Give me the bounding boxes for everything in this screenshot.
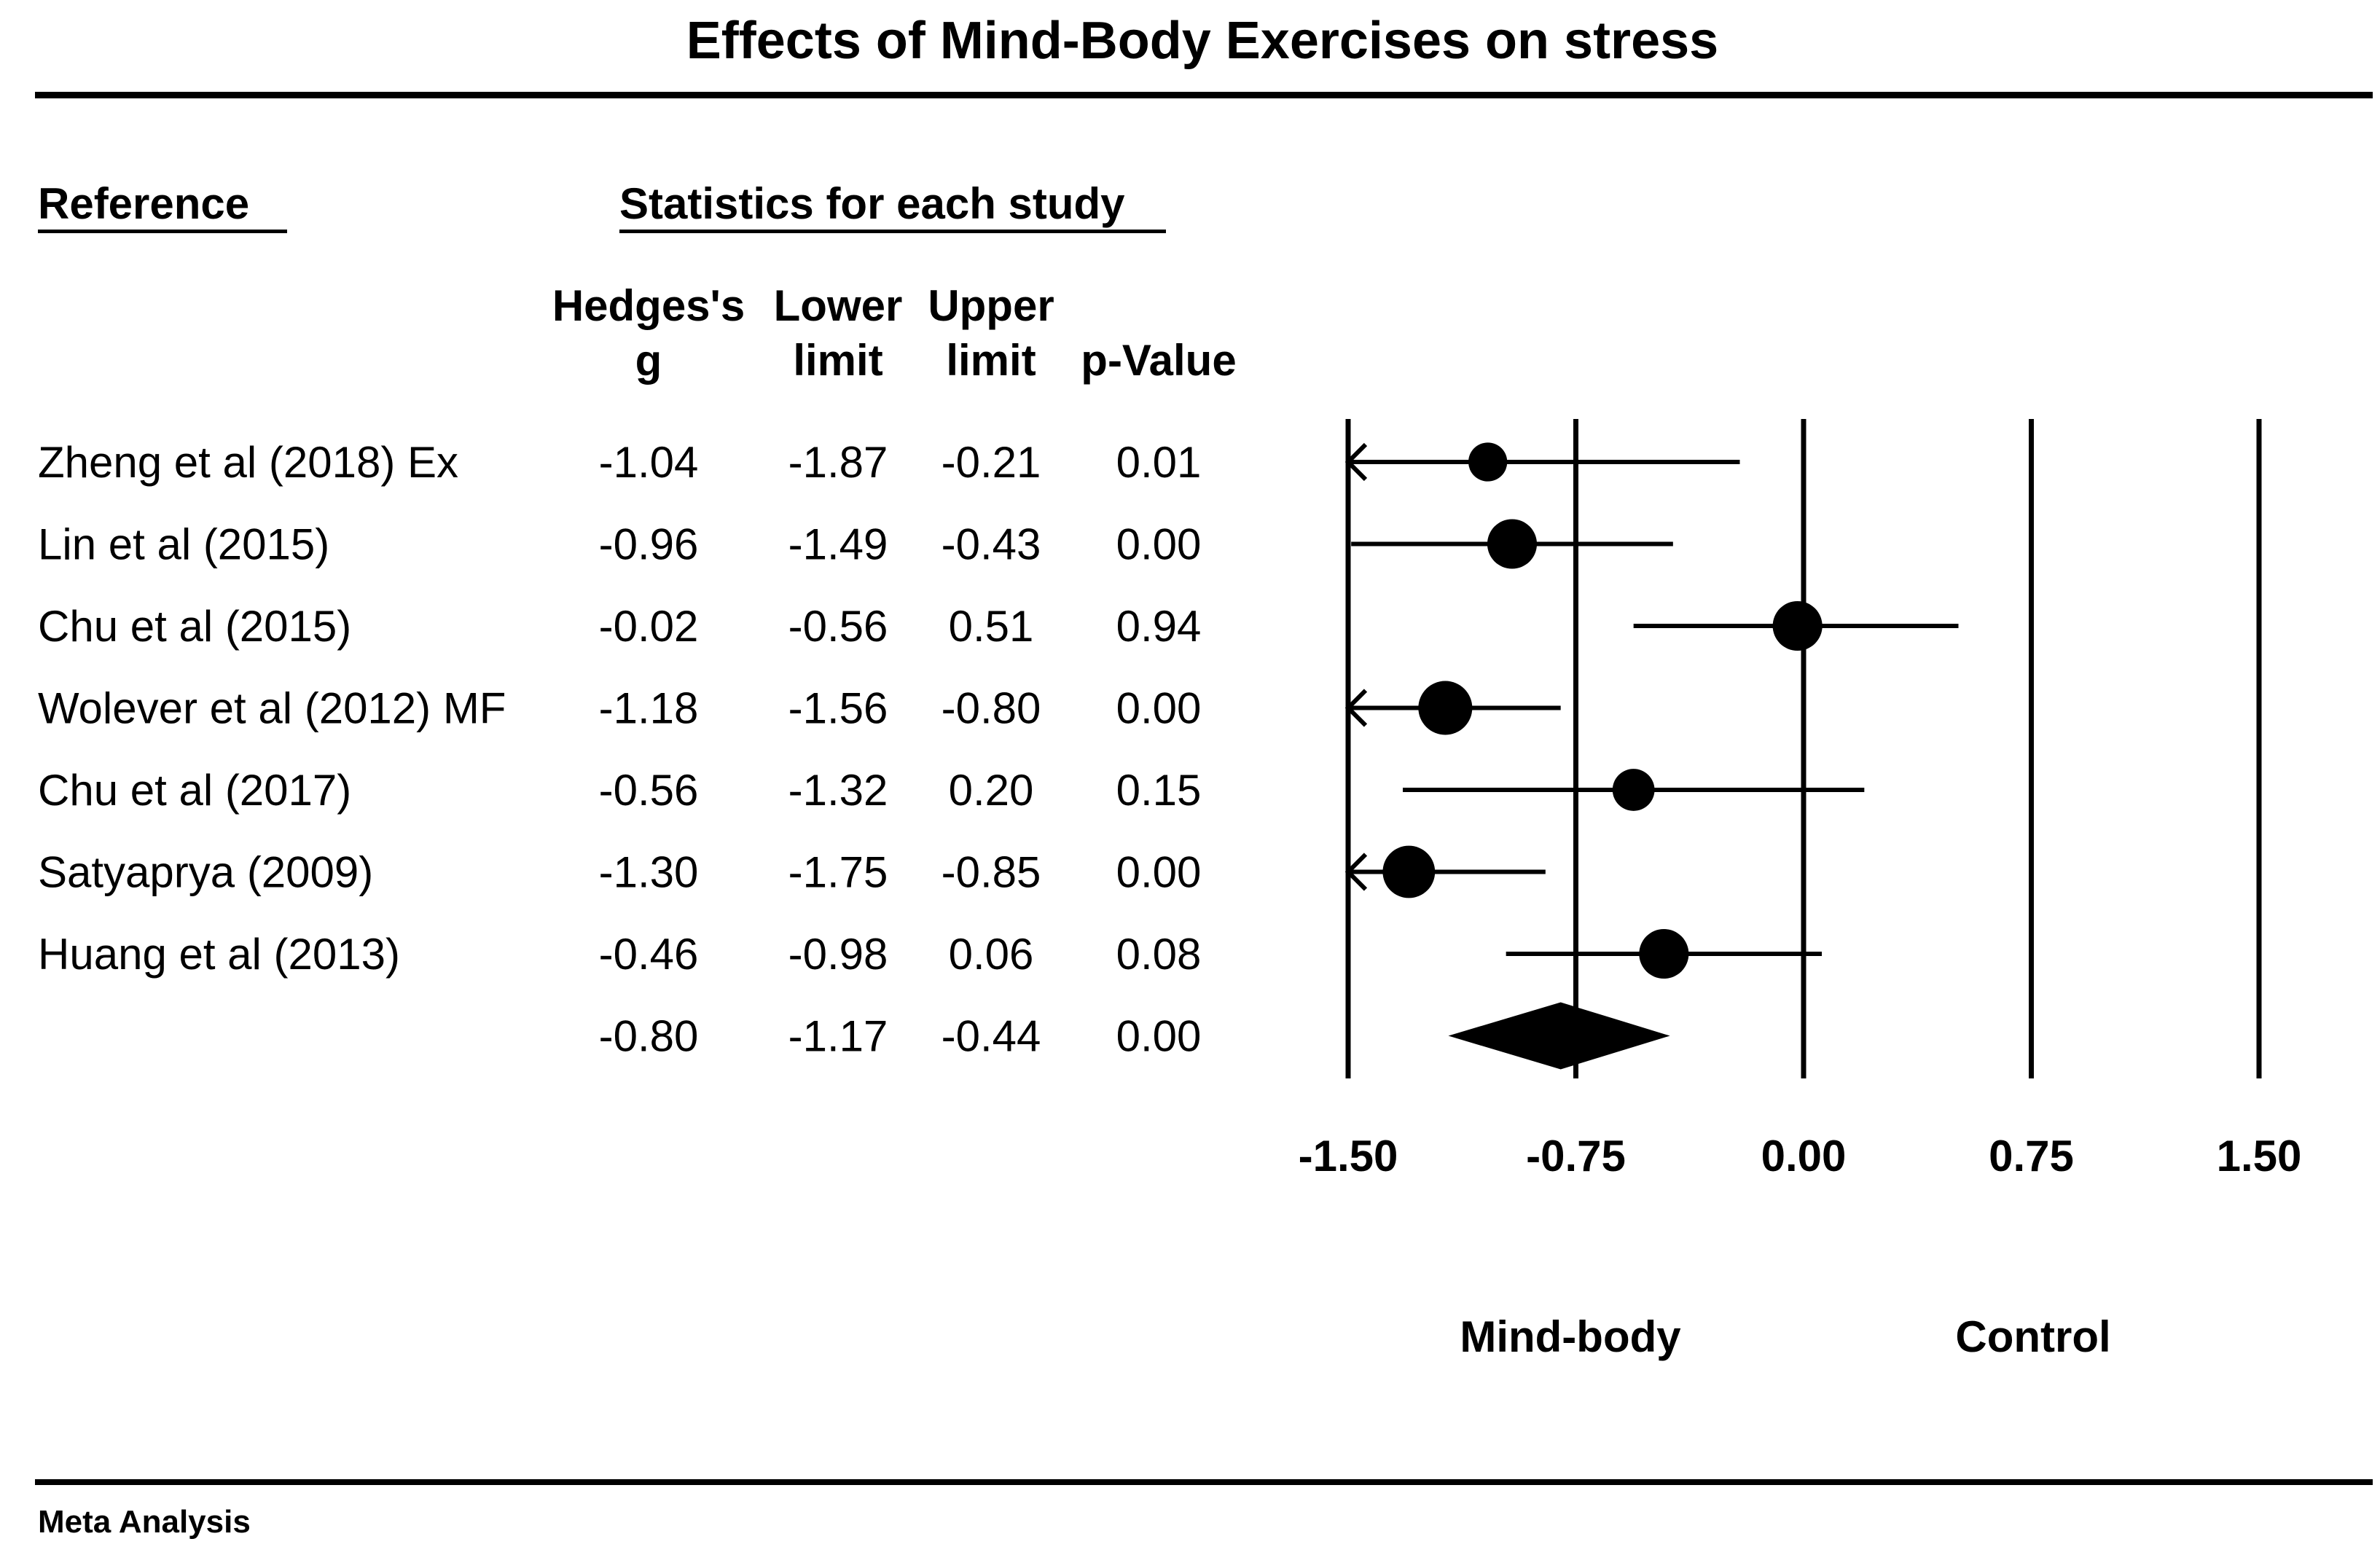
stat-cell-g: -1.04	[599, 438, 699, 487]
summary-stat-cell-lower: -1.17	[788, 1012, 888, 1061]
summary-stat-cell-upper: -0.44	[942, 1012, 1041, 1061]
ci-clip-arrow	[1344, 442, 1368, 482]
stat-cell-p: 0.00	[1116, 684, 1202, 733]
stat-cell-upper: -0.85	[942, 848, 1041, 897]
stat-cell-p: 0.94	[1116, 602, 1202, 651]
stat-cell-upper: -0.43	[942, 520, 1041, 569]
favors-right-label: Control	[1955, 1312, 2110, 1361]
stat-cell-lower: -1.56	[788, 684, 888, 733]
effect-point	[1639, 928, 1689, 979]
effect-point	[1418, 681, 1473, 735]
column-header-lower-line1: Lower	[774, 281, 903, 330]
effect-point	[1612, 769, 1655, 811]
stat-cell-upper: 0.06	[949, 930, 1034, 979]
reference-cell: Wolever et al (2012) MF	[38, 684, 506, 733]
study-table: Zheng et al (2018) Ex -1.04 -1.87 -0.21 0.01…	[38, 438, 1201, 1061]
stat-cell-upper: 0.51	[949, 602, 1034, 651]
reference-heading-underline	[38, 230, 287, 233]
stat-cell-p: 0.08	[1116, 930, 1202, 979]
column-header-upper-line1: Upper	[928, 281, 1054, 330]
statistics-heading: Statistics for each study	[619, 179, 1125, 228]
summary-stat-cell-g: -0.80	[599, 1012, 699, 1061]
x-tick-label: -0.75	[1526, 1132, 1626, 1180]
reference-cell: Huang et al (2013)	[38, 930, 400, 979]
x-tick-label: -1.50	[1299, 1132, 1398, 1180]
stat-cell-lower: -1.87	[788, 438, 888, 487]
column-header-p-line2: p-Value	[1081, 336, 1236, 385]
stat-cell-g: -0.56	[599, 766, 699, 815]
reference-cell: Satyaprya (2009)	[38, 848, 373, 897]
stat-cell-lower: -0.56	[788, 602, 888, 651]
reference-cell: Chu et al (2017)	[38, 766, 351, 815]
reference-cell: Lin et al (2015)	[38, 520, 329, 569]
reference-heading: Reference	[38, 179, 249, 228]
x-tick-label: 1.50	[2217, 1132, 2302, 1180]
x-tick-label: 0.00	[1761, 1132, 1847, 1180]
stat-cell-upper: -0.80	[942, 684, 1041, 733]
stat-cell-p: 0.00	[1116, 520, 1202, 569]
favors-left-label: Mind-body	[1460, 1312, 1681, 1361]
column-header-upper-line2: limit	[946, 336, 1036, 385]
title-rule	[35, 92, 2373, 98]
stat-cell-g: -0.02	[599, 602, 699, 651]
stat-cell-lower: -1.49	[788, 520, 888, 569]
effect-point	[1382, 845, 1436, 898]
x-tick-label: 0.75	[1989, 1132, 2074, 1180]
effect-point	[1468, 442, 1508, 482]
stat-cell-g: -0.96	[599, 520, 699, 569]
stat-cell-lower: -1.75	[788, 848, 888, 897]
chart-title: Effects of Mind-Body Exercises on stress	[686, 12, 1718, 70]
column-header-g-line1: Hedges's	[552, 281, 745, 330]
effect-point	[1487, 519, 1538, 569]
stat-cell-p: 0.01	[1116, 438, 1202, 487]
reference-cell: Chu et al (2015)	[38, 602, 351, 651]
ci-clip-arrow	[1344, 689, 1368, 727]
stat-cell-upper: 0.20	[949, 766, 1034, 815]
stat-cell-g: -1.18	[599, 684, 699, 733]
stat-cell-p: 0.00	[1116, 848, 1202, 897]
statistics-heading-underline	[619, 230, 1166, 233]
footer-rule	[35, 1479, 2373, 1485]
stat-cell-upper: -0.21	[942, 438, 1041, 487]
column-header-g-line2: g	[635, 336, 662, 385]
effect-point	[1772, 600, 1823, 651]
summary-stat-cell-p: 0.00	[1116, 1012, 1202, 1061]
stat-cell-g: -0.46	[599, 930, 699, 979]
reference-cell: Zheng et al (2018) Ex	[38, 438, 458, 487]
plot-area: -1.50 -0.75 0.00 0.75 1.50	[1299, 419, 2302, 1180]
stat-cell-lower: -0.98	[788, 930, 888, 979]
stat-cell-lower: -1.32	[788, 766, 888, 815]
stat-cell-p: 0.15	[1116, 766, 1202, 815]
column-header-lower-line2: limit	[793, 336, 882, 385]
stat-cell-g: -1.30	[599, 848, 699, 897]
summary-diamond	[1448, 1002, 1670, 1070]
footer-label: Meta Analysis	[38, 1504, 251, 1540]
ci-clip-arrow	[1344, 853, 1368, 891]
